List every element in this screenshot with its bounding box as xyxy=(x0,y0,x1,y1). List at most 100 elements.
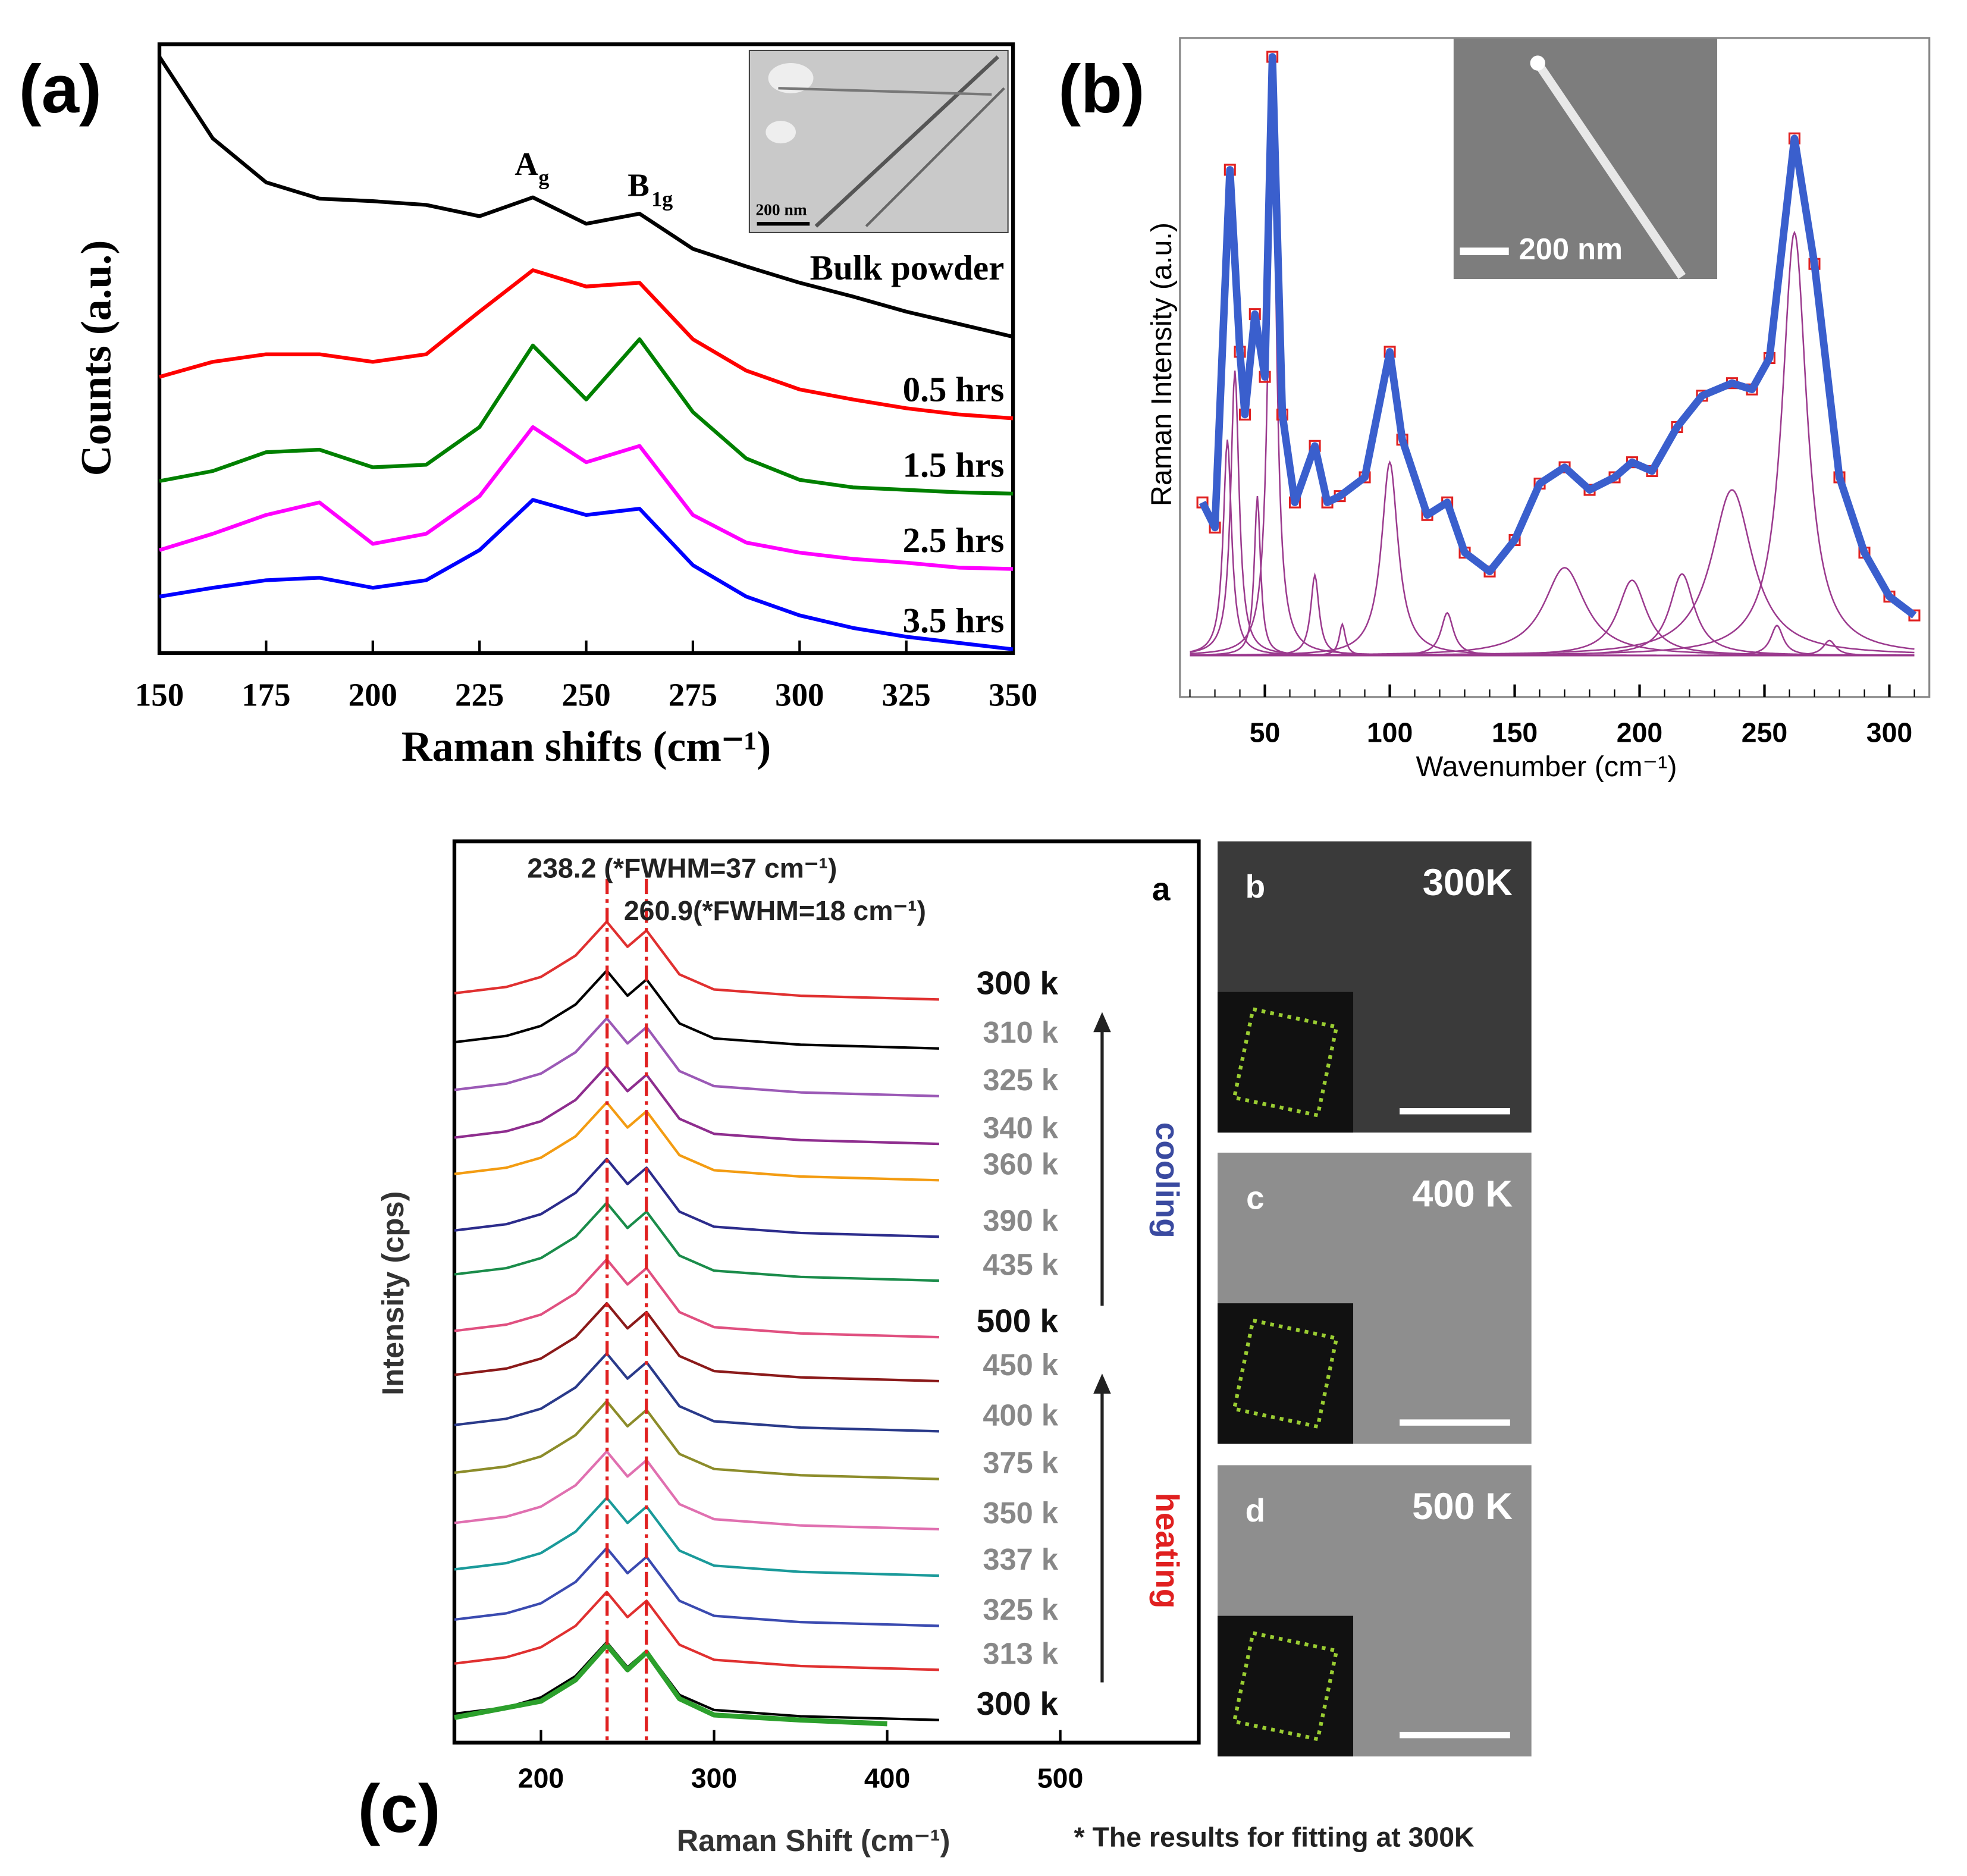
y-axis-label: Counts (a.u.) xyxy=(72,240,120,476)
plot-frame xyxy=(1179,37,1931,698)
image-caption: 400 K xyxy=(1412,1173,1513,1215)
spectrum xyxy=(159,268,1014,421)
series-label: 325 k xyxy=(983,1593,1059,1627)
inset-feature xyxy=(1530,55,1545,71)
spectrum xyxy=(454,1546,939,1627)
spectrum xyxy=(454,1590,939,1671)
spectrum xyxy=(454,1258,939,1339)
series-label: 500 k xyxy=(977,1302,1059,1339)
image-letter: b xyxy=(1246,868,1266,905)
y-axis-label: Raman Intensity (a.u.) xyxy=(1146,222,1178,506)
x-axis-label: Raman shifts (cm⁻¹) xyxy=(401,723,771,770)
x-tick-label: 250 xyxy=(1742,717,1787,748)
panel-letter: a xyxy=(1152,870,1171,907)
x-axis-label: Wavenumber (cm⁻¹) xyxy=(1416,751,1677,783)
panel-label: (b) xyxy=(1058,52,1145,127)
x-axis-label: Raman Shift (cm⁻¹) xyxy=(677,1824,950,1858)
panel-label: (c) xyxy=(357,1771,440,1847)
image-caption: 300K xyxy=(1423,862,1513,904)
spectrum xyxy=(159,425,1014,571)
series-label: 400 k xyxy=(983,1398,1059,1432)
inset-feature xyxy=(768,63,814,93)
spectrum xyxy=(159,498,1014,651)
peak-label-sub: 1g xyxy=(651,187,673,211)
x-tick-label: 500 xyxy=(1037,1762,1083,1793)
spectrum xyxy=(454,1400,939,1480)
image-caption: 500 K xyxy=(1412,1486,1513,1527)
peak-annotation: 260.9(*FWHM=18 cm⁻¹) xyxy=(624,895,926,926)
series-label: 0.5 hrs xyxy=(903,370,1005,409)
image-letter: d xyxy=(1246,1492,1266,1529)
arrow-head xyxy=(1093,1012,1111,1033)
fit-component xyxy=(1190,639,1915,657)
inset-feature xyxy=(766,121,796,144)
peak-label-sub: g xyxy=(538,166,549,190)
peak-label: B xyxy=(628,167,650,203)
spectrum xyxy=(454,1101,939,1182)
inset-feature xyxy=(814,55,999,228)
scale-bar-label: 200 nm xyxy=(1519,232,1623,266)
x-tick-label: 225 xyxy=(455,677,504,713)
x-tick-label: 50 xyxy=(1250,717,1281,748)
series-label: 350 k xyxy=(983,1496,1059,1530)
x-tick-label: 275 xyxy=(669,677,717,713)
sem-inset xyxy=(1453,37,1718,280)
series-label: 360 k xyxy=(983,1147,1059,1181)
image-letter: c xyxy=(1246,1179,1265,1216)
spectrum xyxy=(454,1450,939,1531)
direction-label: cooling xyxy=(1149,1122,1186,1238)
series-label: Bulk powder xyxy=(810,248,1005,287)
diffraction-inset xyxy=(1218,1615,1354,1756)
peak-label: A xyxy=(515,146,538,182)
spectrum xyxy=(454,1201,939,1282)
series-label: 375 k xyxy=(983,1446,1059,1480)
fit-curve xyxy=(454,1642,887,1727)
spectrum xyxy=(454,1497,939,1577)
y-axis-label: Intensity (cps) xyxy=(376,1191,410,1395)
x-tick-label: 400 xyxy=(864,1762,910,1793)
inset-feature xyxy=(778,87,992,96)
series-label: 1.5 hrs xyxy=(903,445,1005,484)
spectrum xyxy=(158,55,1014,339)
x-tick-label: 150 xyxy=(1492,717,1538,748)
diffraction-inset xyxy=(1218,992,1354,1133)
peak-annotation: 238.2 (*FWHM=37 cm⁻¹) xyxy=(527,852,837,883)
plot-frame xyxy=(452,839,1201,1745)
x-tick-label: 350 xyxy=(989,677,1037,713)
direction-label: heating xyxy=(1149,1492,1186,1608)
spectrum xyxy=(454,969,939,1050)
x-tick-label: 175 xyxy=(241,677,290,713)
x-tick-label: 100 xyxy=(1367,717,1413,748)
x-tick-label: 150 xyxy=(135,677,184,713)
x-tick-label: 300 xyxy=(775,677,824,713)
series-label: 3.5 hrs xyxy=(903,601,1005,640)
series-label: 310 k xyxy=(983,1015,1059,1049)
series-label: 325 k xyxy=(983,1063,1059,1097)
spectrum xyxy=(454,1302,939,1383)
series-label: 450 k xyxy=(983,1348,1059,1382)
diffraction-inset xyxy=(1218,1303,1354,1444)
panel-label: (a) xyxy=(19,52,102,127)
spectrum xyxy=(454,1157,939,1238)
spectrum xyxy=(454,920,939,1001)
x-tick-label: 200 xyxy=(1617,717,1662,748)
series-label: 390 k xyxy=(983,1203,1059,1237)
x-tick-label: 200 xyxy=(518,1762,564,1793)
scale-bar-label: 200 nm xyxy=(755,200,807,218)
series-label: 2.5 hrs xyxy=(903,520,1005,560)
series-label: 300 k xyxy=(977,1685,1059,1722)
footnote: * The results for fitting at 300K xyxy=(1074,1822,1475,1853)
spectrum xyxy=(454,1017,939,1098)
spectrum xyxy=(454,1065,939,1146)
series-label: 435 k xyxy=(983,1247,1059,1281)
spectrum xyxy=(159,337,1014,496)
x-tick-label: 200 xyxy=(349,677,397,713)
inset-feature xyxy=(865,87,1005,227)
inset-feature xyxy=(1534,60,1686,279)
arrow-head xyxy=(1093,1373,1111,1394)
spectrum xyxy=(454,1352,939,1433)
x-tick-label: 325 xyxy=(882,677,931,713)
series-label: 340 k xyxy=(983,1110,1059,1144)
